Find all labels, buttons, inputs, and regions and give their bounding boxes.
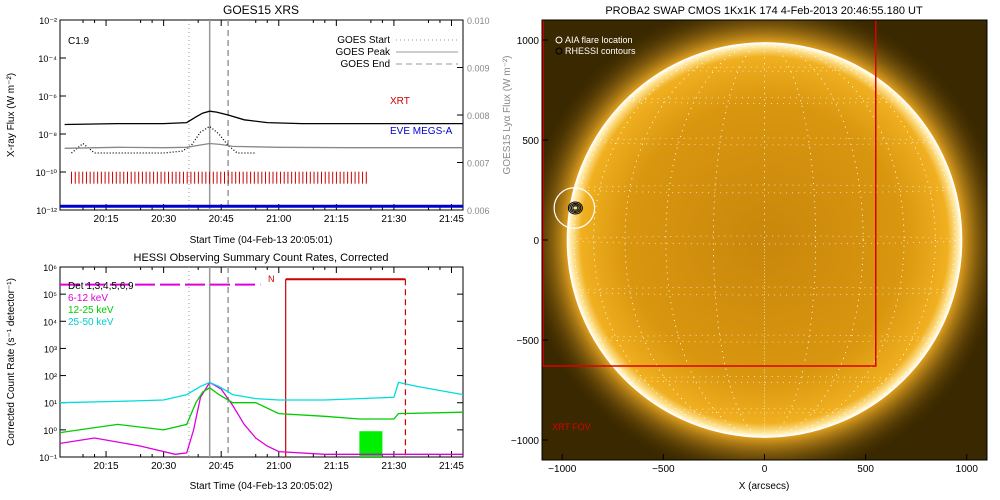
x-tick-label: 20:30 <box>151 214 176 225</box>
goes-y2label: GOES15 Lyα Flux (W m⁻²) <box>502 55 513 174</box>
longitude-grid-line <box>665 42 864 438</box>
goes-axes: 20:15 20:30 20:45 21:00 21:15 21:30 21:45 10⁻¹²… <box>36 16 490 225</box>
swap-fov-label: XRT FOV <box>552 422 591 432</box>
swap-y-tick-label: −1000 <box>511 436 540 447</box>
series-lya <box>64 142 463 149</box>
x-tick-label: 20:45 <box>209 214 234 225</box>
rhessi-contour <box>567 201 583 215</box>
swap-sun-image <box>542 20 987 460</box>
y2-tick-label: 0.006 <box>467 206 490 216</box>
series-short <box>71 125 256 154</box>
goes-title: GOES15 XRS <box>223 3 299 17</box>
aia-flare-circle <box>553 187 596 229</box>
y-tick-label: 10⁻¹ <box>39 453 57 463</box>
hessi-legend-det: Det 1,3,4,5,6,9 <box>68 281 134 292</box>
series-12-25-kev <box>60 387 463 434</box>
goes-xrs-panel: GOES15 XRS 20:15 20:30 20:45 21:00 21:15 21:3… <box>6 3 513 246</box>
goes-xlabel: Start Time (04-Feb-13 20:05:01) <box>190 235 333 246</box>
x-tick-label: 21:45 <box>439 214 464 225</box>
goes-legend-end: GOES End <box>341 59 390 70</box>
y-tick-label: 10⁻⁴ <box>38 54 57 64</box>
swap-y-tick-label: 1000 <box>517 36 540 47</box>
rhessi-contour <box>570 204 580 212</box>
longitude-grid-line <box>573 42 956 438</box>
x-tick-label: 21:15 <box>324 461 349 472</box>
swap-title: PROBA2 SWAP CMOS 1Kx1K 174 4-Feb-2013 20… <box>605 5 923 17</box>
goes-xrt-label: XRT <box>390 96 410 107</box>
series-25-50-kev <box>60 381 463 404</box>
swap-y-tick-label: 500 <box>522 136 539 147</box>
swap-y-tick-label: −500 <box>516 336 539 347</box>
y-tick-label: 10³ <box>44 344 57 354</box>
y-tick-label: 10⁻⁸ <box>38 130 57 140</box>
solar-limb <box>566 42 963 438</box>
y-tick-label: 10⁴ <box>43 317 57 327</box>
hessi-series <box>60 278 463 457</box>
hessi-event-lines <box>188 267 229 457</box>
rhessi-contour <box>569 202 582 214</box>
swap-legend-rhessi-icon <box>555 47 563 55</box>
attenuator-block <box>359 431 383 457</box>
x-tick-label: 21:00 <box>266 214 291 225</box>
y-tick-label: 10² <box>44 372 57 382</box>
goes-series <box>60 110 463 208</box>
swap-axes: −1000 −500 0 500 1000 −1000 −500 0 500 1000 <box>511 36 978 475</box>
swap-legend: AIA flare location RHESSI contours <box>555 35 636 56</box>
series-6-12-kev <box>60 381 463 455</box>
swap-x-tick-label: −1000 <box>548 464 577 475</box>
x-tick-label: 21:30 <box>381 214 406 225</box>
swap-legend-aia-icon <box>555 36 563 44</box>
goes-legend-start: GOES Start <box>337 35 390 46</box>
x-tick-label: 21:15 <box>324 214 349 225</box>
swap-x-tick-label: 500 <box>857 464 874 475</box>
y-tick-label: 10⁶ <box>43 263 57 273</box>
x-tick-label: 20:15 <box>94 214 119 225</box>
swap-legend-aia: AIA flare location <box>565 35 633 45</box>
goes-eve-label: EVE MEGS-A <box>390 126 453 137</box>
hessi-xlabel: Start Time (04-Feb-13 20:05:02) <box>190 481 333 492</box>
y-tick-label: 10⁻¹² <box>36 206 57 216</box>
y-tick-label: 10⁰ <box>43 426 57 436</box>
swap-x-tick-label: −500 <box>652 464 675 475</box>
y-tick-label: 10⁵ <box>43 290 57 300</box>
swap-x-tick-label: 0 <box>762 464 768 475</box>
swap-image-panel: PROBA2 SWAP CMOS 1Kx1K 174 4-Feb-2013 20… <box>511 5 988 492</box>
hessi-ylabel: Corrected Count Rate (s⁻¹ detector⁻¹) <box>6 278 17 446</box>
hessi-legend-12-25: 12-25 keV <box>68 305 114 316</box>
y-tick-label: 10¹ <box>44 399 57 409</box>
xrt-fov-box <box>542 20 877 367</box>
hessi-night-label: N <box>268 274 275 284</box>
y2-tick-label: 0.007 <box>467 159 490 169</box>
goes-flare-class: C1.9 <box>68 36 90 47</box>
hessi-panel: HESSI Observing Summary Count Rates, Cor… <box>6 252 464 492</box>
y-tick-label: 10⁻¹⁰ <box>36 168 58 178</box>
y-tick-label: 10⁻² <box>39 16 57 26</box>
x-tick-label: 21:45 <box>439 461 464 472</box>
swap-x-tick-label: 1000 <box>956 464 979 475</box>
goes-legend-peak: GOES Peak <box>336 47 391 58</box>
y-tick-label: 10⁻⁶ <box>39 92 58 102</box>
x-tick-label: 20:15 <box>94 461 119 472</box>
series-long <box>64 110 463 126</box>
goes-legend: GOES Start GOES Peak GOES End <box>336 35 458 70</box>
y2-tick-label: 0.010 <box>467 16 490 26</box>
rhessi-contour <box>572 205 579 211</box>
x-tick-label: 21:00 <box>266 461 291 472</box>
hessi-legend-25-50: 25-50 keV <box>68 317 114 328</box>
hessi-legend: Det 1,3,4,5,6,9 6-12 keV 12-25 keV 25-50… <box>68 281 134 328</box>
x-tick-label: 20:45 <box>209 461 234 472</box>
swap-xlabel: X (arcsecs) <box>739 481 790 492</box>
hessi-legend-6-12: 6-12 keV <box>68 293 108 304</box>
x-tick-label: 21:30 <box>381 461 406 472</box>
hessi-title: HESSI Observing Summary Count Rates, Cor… <box>134 252 389 264</box>
goes-ylabel: X-ray Flux (W m⁻²) <box>6 73 17 157</box>
longitude-grid-line <box>593 42 936 438</box>
swap-legend-rhessi: RHESSI contours <box>565 46 636 56</box>
hessi-plot-frame <box>59 266 464 458</box>
swap-y-tick-label: 0 <box>533 236 539 247</box>
x-tick-label: 20:30 <box>151 461 176 472</box>
y2-tick-label: 0.009 <box>467 64 490 74</box>
y2-tick-label: 0.008 <box>467 111 490 121</box>
